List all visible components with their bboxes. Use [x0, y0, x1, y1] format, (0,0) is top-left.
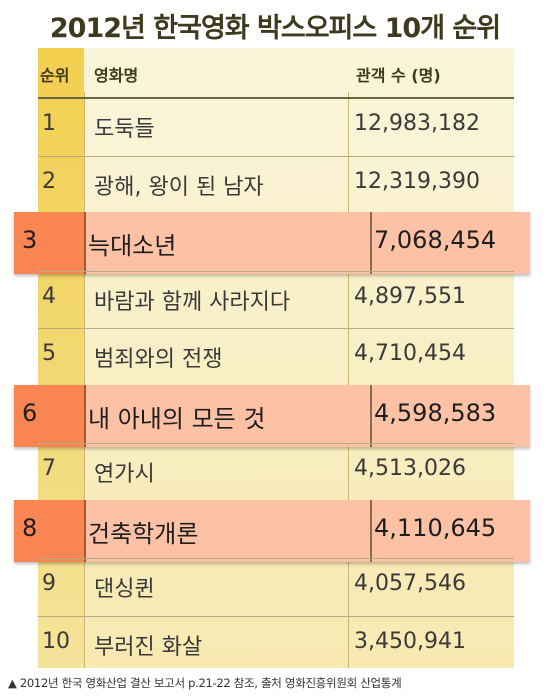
- rank-cell: 7: [42, 456, 56, 481]
- column-divider: [84, 92, 85, 668]
- highlight-count-cell: [372, 499, 530, 562]
- audience-count-cell: 4,513,026: [354, 456, 466, 481]
- audience-count-cell: 4,710,454: [354, 341, 466, 366]
- row-divider: [38, 443, 514, 444]
- table-background: [38, 48, 514, 668]
- page-title: 2012년 한국영화 박스오피스 10개 순위: [49, 13, 501, 44]
- highlight-title-cell: [86, 384, 372, 447]
- table-row-highlighted: 3 늑대소년 7,068,454: [14, 212, 530, 274]
- movie-title-cell: 연가시: [94, 462, 155, 487]
- audience-count-cell: 4,897,551: [354, 283, 466, 309]
- highlight-count-cell: [372, 212, 530, 274]
- header-divider: [38, 97, 514, 99]
- audience-count-cell: 4,598,583: [374, 398, 497, 427]
- audience-count-cell: 7,068,454: [374, 226, 497, 254]
- highlight-title-cell: [86, 499, 372, 562]
- rank-cell: 8: [22, 513, 38, 542]
- audience-count-cell: 4,110,645: [374, 513, 497, 542]
- movie-title-cell: 도둑들: [94, 117, 155, 142]
- table-row-highlighted: 8 건축학개론 4,110,645: [14, 499, 530, 562]
- highlight-rank-cell: [14, 384, 86, 447]
- rank-cell: 6: [22, 398, 38, 427]
- movie-title-cell: 건축학개론: [88, 519, 199, 548]
- movie-title-cell: 늑대소년: [88, 232, 177, 260]
- row-divider: [38, 155, 514, 157]
- rank-cell: 10: [42, 628, 70, 654]
- audience-count-cell: 4,057,546: [354, 571, 466, 596]
- highlight-rank-cell: [14, 212, 86, 274]
- rank-cell: 3: [22, 226, 38, 254]
- rank-column-background: [38, 48, 84, 668]
- movie-title-cell: 광해, 왕이 된 남자: [94, 174, 264, 200]
- row-divider: [38, 328, 514, 329]
- table-row-highlighted: 6 내 아내의 모든 것 4,598,583: [14, 384, 530, 447]
- header-rank: 순위: [40, 66, 70, 85]
- highlight-rank-cell: [14, 499, 86, 562]
- movie-title-cell: 내 아내의 모든 것: [88, 404, 266, 433]
- row-divider: [38, 615, 514, 617]
- audience-count-cell: 12,983,182: [354, 111, 480, 136]
- movie-title-cell: 댄싱퀸: [94, 577, 155, 602]
- source-footnote: ▲ 2012년 한국 영화산업 결산 보고서 p.21-22 참조, 출처 영화…: [8, 676, 402, 690]
- audience-count-cell: 12,319,390: [354, 168, 480, 194]
- header-audience: 관객 수 (명): [356, 66, 441, 85]
- rank-cell: 1: [42, 111, 56, 136]
- movie-title-cell: 부러진 화살: [94, 634, 203, 660]
- audience-count-cell: 3,450,941: [354, 628, 466, 654]
- row-divider: [38, 270, 514, 272]
- rank-cell: 9: [42, 571, 56, 596]
- rank-cell: 2: [42, 168, 56, 194]
- column-divider: [348, 92, 349, 668]
- rank-cell: 4: [42, 283, 56, 309]
- highlight-count-cell: [372, 384, 530, 447]
- rank-cell: 5: [42, 341, 56, 366]
- highlight-title-cell: [86, 212, 372, 274]
- header-movie: 영화명: [94, 66, 139, 85]
- row-divider: [38, 558, 514, 559]
- movie-title-cell: 바람과 함께 사라지다: [94, 289, 291, 315]
- movie-title-cell: 범죄와의 전쟁: [94, 347, 223, 372]
